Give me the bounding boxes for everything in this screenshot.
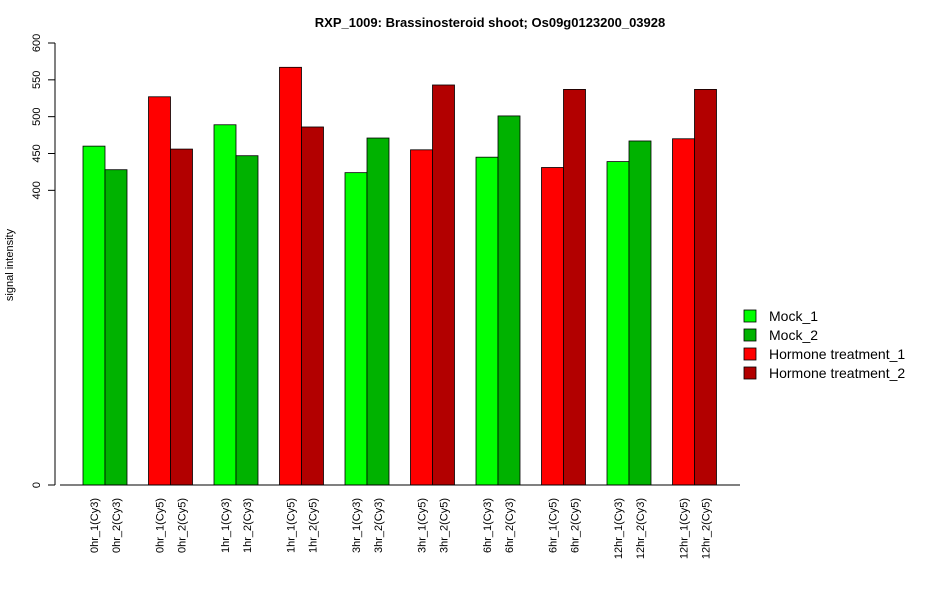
legend-label: Hormone treatment_1 xyxy=(769,346,905,362)
x-tick-label: 6hr_2(Cy3) xyxy=(504,498,516,553)
y-tick-label: 450 xyxy=(31,144,43,162)
bar xyxy=(170,148,193,486)
bar xyxy=(235,155,259,486)
bar xyxy=(628,140,652,486)
bar xyxy=(104,169,128,486)
bar xyxy=(541,167,564,486)
bars xyxy=(82,66,717,486)
x-tick-label: 6hr_1(Cy5) xyxy=(548,498,560,553)
legend-label: Hormone treatment_2 xyxy=(769,365,905,381)
x-tick-label: 1hr_2(Cy3) xyxy=(242,498,254,553)
x-tick-label: 3hr_2(Cy5) xyxy=(439,498,451,553)
x-tick-label: 3hr_1(Cy5) xyxy=(417,498,429,553)
x-tick-label: 1hr_1(Cy3) xyxy=(220,498,232,553)
y-tick-label: 400 xyxy=(31,181,43,199)
bar xyxy=(497,115,521,486)
x-tick-label: 1hr_1(Cy5) xyxy=(286,498,298,553)
y-tick-label: 600 xyxy=(31,34,43,52)
x-tick-label: 1hr_2(Cy5) xyxy=(308,498,320,553)
x-tick-label: 0hr_2(Cy3) xyxy=(111,498,123,553)
bar xyxy=(213,124,237,486)
y-axis: 0 400 450 500 550 600 xyxy=(31,34,56,488)
bar xyxy=(475,156,499,486)
legend-swatch xyxy=(743,309,757,323)
bar xyxy=(82,145,106,486)
y-tick-label: 500 xyxy=(31,107,43,125)
legend-swatch xyxy=(743,347,757,361)
bar xyxy=(344,172,368,486)
x-tick-label: 12hr_2(Cy5) xyxy=(701,498,713,559)
x-tick-label: 3hr_1(Cy3) xyxy=(351,498,363,553)
x-tick-label: 6hr_1(Cy3) xyxy=(482,498,494,553)
legend-label: Mock_1 xyxy=(769,308,818,324)
x-tick-label: 0hr_1(Cy5) xyxy=(155,498,167,553)
bar xyxy=(672,138,695,486)
x-tick-label: 0hr_1(Cy3) xyxy=(89,498,101,553)
x-tick-label: 12hr_1(Cy5) xyxy=(679,498,691,559)
bar xyxy=(606,161,630,486)
legend-swatch xyxy=(743,328,757,342)
bar xyxy=(279,66,302,486)
bar xyxy=(432,84,455,486)
x-tick-label: 3hr_2(Cy3) xyxy=(373,498,385,553)
bar xyxy=(148,96,171,486)
chart-title: RXP_1009: Brassinosteroid shoot; Os09g01… xyxy=(315,15,665,30)
y-axis-label: signal intensity xyxy=(4,228,16,301)
x-tick-label: 12hr_2(Cy3) xyxy=(635,498,647,559)
x-tick-label: 6hr_2(Cy5) xyxy=(570,498,582,553)
x-tick-label: 12hr_1(Cy3) xyxy=(613,498,625,559)
x-tick-label: 0hr_2(Cy5) xyxy=(177,498,189,553)
legend-label: Mock_2 xyxy=(769,327,818,343)
y-tick-label: 550 xyxy=(31,71,43,89)
bar xyxy=(301,126,324,486)
legend-swatch xyxy=(743,366,757,380)
x-tick-labels: 0hr_1(Cy3) 0hr_2(Cy3) 0hr_1(Cy5) 0hr_2(Cy5)… xyxy=(89,498,713,559)
bar xyxy=(410,149,433,486)
bar xyxy=(563,89,586,486)
bar xyxy=(366,137,390,486)
legend: Mock_1 Mock_2 Hormone treatment_1 Hormone t… xyxy=(743,308,905,381)
y-tick-label: 0 xyxy=(31,482,43,488)
bar xyxy=(694,89,717,486)
